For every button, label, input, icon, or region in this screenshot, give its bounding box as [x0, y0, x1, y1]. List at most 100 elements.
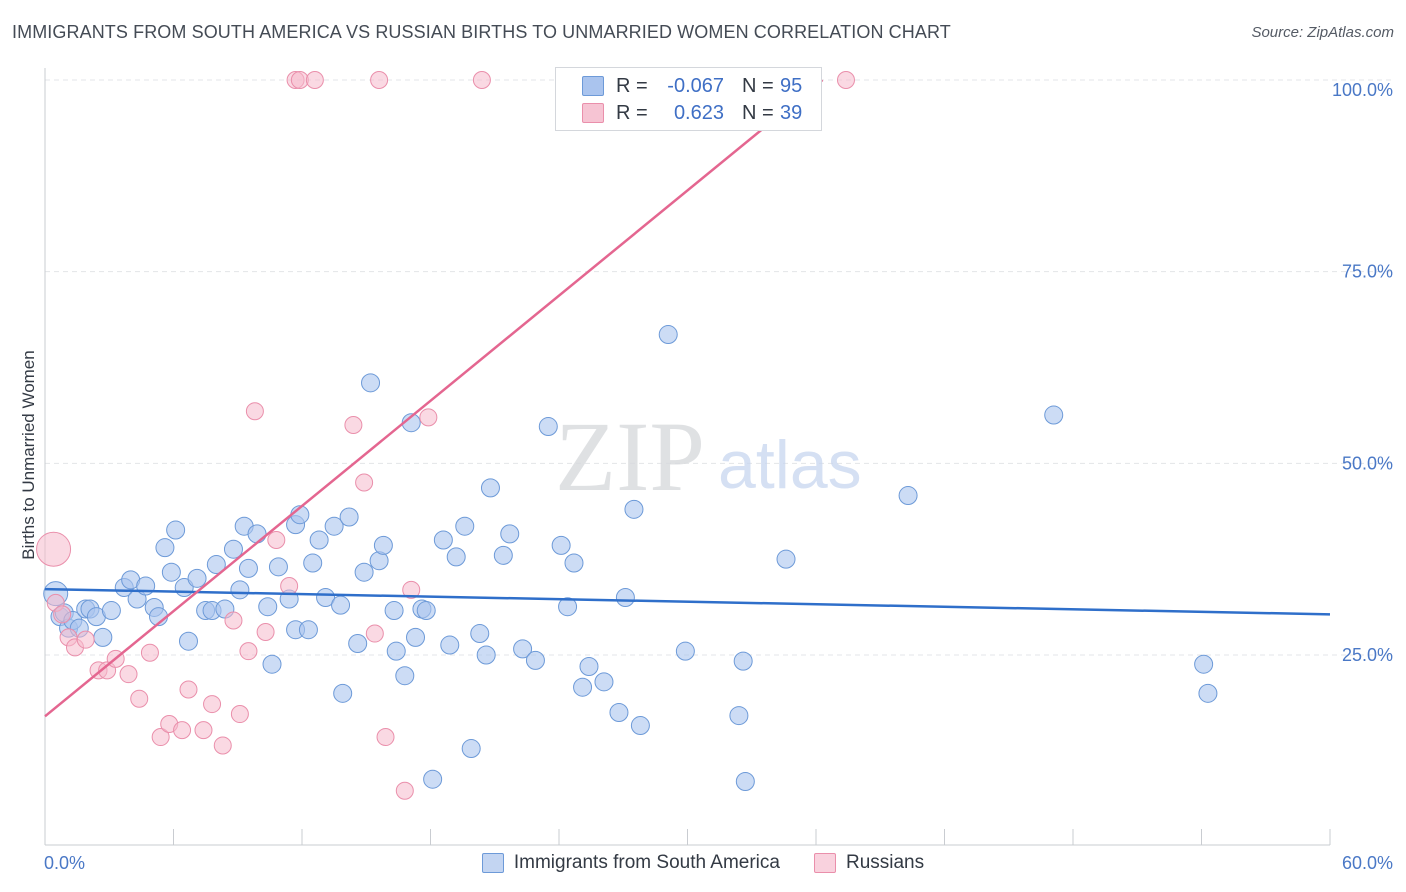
immigrants-point: [395, 666, 415, 686]
watermark: ZIP atlas: [555, 401, 862, 512]
legend-n-value: 95: [780, 74, 803, 97]
immigrants-point: [609, 703, 629, 722]
immigrants-point: [303, 553, 323, 573]
legend-r-value: -0.067: [667, 74, 724, 97]
immigrants-point: [461, 739, 481, 759]
immigrants-point: [1194, 654, 1214, 674]
legend-r-value: 0.623: [673, 101, 724, 124]
trend-line-russians: [44, 79, 824, 718]
russians-point: [130, 689, 149, 708]
immigrants-point: [230, 580, 250, 600]
y-tick-label: 100.0%: [1332, 80, 1393, 100]
immigrants-point: [238, 558, 258, 578]
legend-item-russians: Russians: [813, 852, 925, 874]
russians-point: [36, 531, 72, 567]
tick-labels: 25.0% 50.0% 75.0% 100.0% 0.0% 60.0%: [44, 80, 1393, 873]
immigrants-point: [455, 516, 475, 536]
series-immigrants-points: [43, 325, 1218, 791]
x-tick-label-max: 60.0%: [1342, 853, 1393, 873]
russians-point: [290, 71, 309, 89]
legend-n-label: N =: [742, 74, 774, 97]
immigrants-point: [93, 627, 113, 647]
immigrants-point: [624, 499, 644, 519]
immigrants-point: [551, 535, 571, 555]
immigrants-point: [178, 631, 198, 651]
immigrants-point: [206, 555, 226, 575]
trend-lines: [44, 79, 1331, 718]
immigrants-point: [361, 373, 381, 393]
immigrants-point: [161, 562, 181, 582]
russians-point: [256, 623, 275, 641]
legend-row-immigrants: R = -0.067 N = 95: [582, 73, 802, 99]
russians-point: [179, 680, 198, 699]
immigrants-point: [1044, 405, 1064, 425]
trend-line-immigrants: [44, 587, 1331, 616]
immigrants-point: [446, 547, 466, 567]
russians-point: [267, 531, 286, 549]
russians-point: [365, 624, 384, 643]
legend-n-label: N =: [742, 101, 774, 124]
russians-point: [76, 630, 95, 649]
immigrants-point: [155, 538, 175, 558]
immigrants-point: [564, 553, 584, 573]
immigrants-point: [594, 672, 614, 692]
immigrants-point: [268, 557, 288, 577]
immigrants-point: [729, 706, 749, 726]
immigrants-point: [166, 520, 186, 540]
immigrants-point: [406, 627, 426, 647]
chart-title: IMMIGRANTS FROM SOUTH AMERICA VS RUSSIAN…: [12, 22, 951, 42]
immigrants-point: [658, 325, 678, 345]
russians-point: [173, 721, 192, 740]
russians-point: [53, 605, 72, 624]
russians-point: [305, 71, 324, 89]
legend-label-russians: Russians: [845, 852, 925, 873]
immigrants-point: [558, 597, 578, 617]
series-legend: Immigrants from South America Russians: [0, 852, 1406, 874]
russians-point: [245, 402, 264, 421]
immigrants-point: [440, 635, 460, 655]
immigrants-point: [247, 524, 267, 544]
immigrants-point: [258, 597, 278, 617]
immigrants-point: [386, 641, 406, 661]
immigrants-point: [573, 677, 593, 697]
immigrants-point: [298, 620, 318, 640]
russians-point: [472, 71, 491, 89]
immigrants-point: [373, 535, 393, 555]
russians-point: [280, 577, 299, 595]
immigrants-point: [630, 716, 650, 736]
stats-legend: R = -0.067 N = 95 R = 0.623 N = 39: [555, 67, 822, 131]
legend-item-immigrants: Immigrants from South America: [481, 852, 780, 874]
immigrants-point: [493, 545, 513, 565]
immigrants-point: [470, 624, 490, 644]
russians-point: [376, 728, 395, 747]
immigrants-point: [525, 650, 545, 670]
immigrants-point: [579, 657, 599, 676]
russians-point: [419, 408, 438, 427]
immigrants-point: [898, 486, 918, 506]
legend-r-label: R =: [616, 101, 648, 124]
immigrants-point: [733, 651, 753, 671]
immigrants-point: [331, 595, 351, 615]
russians-point: [194, 721, 213, 740]
russians-point: [395, 781, 414, 800]
russians-point: [344, 416, 363, 434]
watermark-atlas: atlas: [718, 427, 862, 503]
immigrants-point: [513, 639, 533, 659]
immigrants-point: [223, 539, 243, 559]
immigrants-point: [309, 530, 329, 550]
immigrants-point: [101, 601, 121, 621]
immigrants-point: [262, 654, 282, 674]
y-axis-label: Births to Unmarried Women: [19, 350, 38, 559]
immigrants-point: [538, 417, 558, 437]
immigrants-point: [316, 588, 336, 607]
y-tick-label: 50.0%: [1342, 453, 1393, 473]
x-tick-label-min: 0.0%: [44, 853, 85, 873]
immigrants-point: [348, 634, 368, 653]
immigrants-point: [476, 645, 496, 665]
watermark-zip: ZIP: [555, 401, 705, 512]
legend-n-value: 39: [780, 101, 803, 124]
immigrants-point: [1198, 683, 1218, 703]
immigrants-point: [735, 772, 755, 791]
legend-swatch-blue: [582, 76, 604, 96]
